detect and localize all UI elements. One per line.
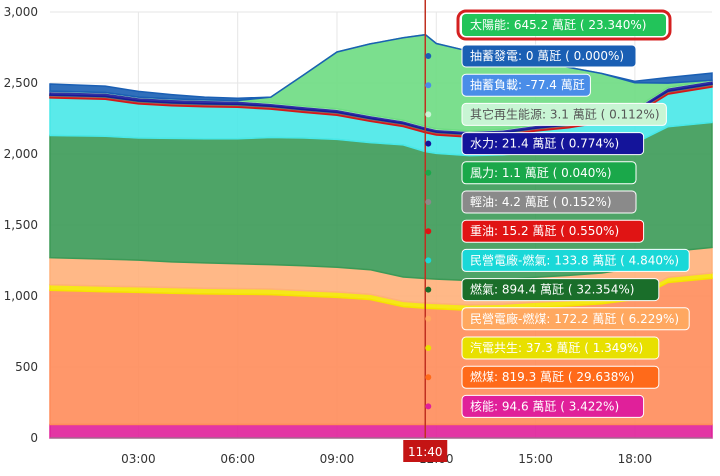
tooltip-marker <box>425 286 432 293</box>
tooltip-item: 民營電廠-燃氣: 133.8 萬瓩 ( 4.840%) <box>425 248 690 272</box>
tooltip-item-label: 太陽能: 645.2 萬瓩 ( 23.340%) <box>470 17 646 32</box>
tooltip-item-label: 抽蓄發電: 0 萬瓩 ( 0.000%) <box>470 48 624 63</box>
tooltip-item-box <box>461 307 690 331</box>
tooltip-item: 燃氣: 894.4 萬瓩 ( 32.354%) <box>425 278 660 302</box>
tooltip-item-box <box>461 102 667 126</box>
tooltip-marker <box>425 315 432 322</box>
tooltip-item: 汽電共生: 37.3 萬瓩 ( 1.349%) <box>425 336 660 360</box>
x-tick-label: 18:00 <box>618 452 653 466</box>
crosshair-label-box <box>403 440 448 462</box>
tooltip-item: 水力: 21.4 萬瓩 ( 0.774%) <box>425 132 645 156</box>
tooltip-marker <box>425 403 432 410</box>
tooltip-marker <box>425 53 432 59</box>
tooltip-item-label: 核能: 94.6 萬瓩 ( 3.422%) <box>470 399 619 413</box>
tooltip-marker <box>425 82 432 89</box>
y-tick-label: 1,500 <box>4 218 38 232</box>
tooltip-item-label: 水力: 21.4 萬瓩 ( 0.774%) <box>470 137 619 151</box>
tooltip-item-box <box>461 161 637 185</box>
y-tick-label: 2,000 <box>4 147 38 161</box>
x-tick-label: 03:00 <box>121 452 156 466</box>
x-tick-label: 15:00 <box>518 452 553 466</box>
x-tick-label: 09:00 <box>320 452 355 466</box>
tooltip-item-label: 輕油: 4.2 萬瓩 ( 0.152%) <box>470 195 612 209</box>
tooltip-item-box <box>461 365 660 389</box>
tooltip-item-box <box>461 219 645 243</box>
y-tick-label: 1,000 <box>4 289 38 303</box>
y-tick-label: 500 <box>15 360 38 374</box>
tooltip-marker <box>425 374 432 381</box>
tooltip-item: 抽蓄負載: -77.4 萬瓩 <box>425 73 591 97</box>
tooltip-item-box <box>461 336 660 360</box>
crosshair: 11:40 <box>403 0 448 462</box>
area-pumped_gen <box>49 33 713 102</box>
tooltip-item: 輕油: 4.2 萬瓩 ( 0.152%) <box>425 190 637 214</box>
tooltip-item-label: 抽蓄負載: -77.4 萬瓩 <box>470 78 585 92</box>
tooltip-item: 其它再生能源: 3.1 萬瓩 ( 0.112%) <box>425 102 667 126</box>
tooltip-item-box <box>461 248 690 272</box>
tooltip-item: 風力: 1.1 萬瓩 ( 0.040%) <box>425 161 637 185</box>
y-tick-label: 2,500 <box>4 76 38 90</box>
crosshair-label: 11:40 <box>408 445 443 459</box>
tooltip-item-box <box>461 73 591 97</box>
axes: 0 500 1,000 1,500 2,000 2,500 3,000 03:00 06:00 0… <box>4 5 712 466</box>
y-tick-label: 3,000 <box>4 5 38 19</box>
tooltip-marker <box>425 169 432 176</box>
tooltip-item-label: 燃氣: 894.4 萬瓩 ( 32.354%) <box>470 282 634 297</box>
tooltip-item-label: 汽電共生: 37.3 萬瓩 ( 1.349%) <box>470 340 643 355</box>
area-nuclear <box>49 423 713 439</box>
tooltip-item-box <box>461 190 637 214</box>
tooltip-item-label: 風力: 1.1 萬瓩 ( 0.040%) <box>470 166 612 180</box>
tooltip-item-label: 燃煤: 819.3 萬瓩 ( 29.638%) <box>470 369 634 384</box>
x-tick-label: 06:00 <box>220 452 255 466</box>
tooltip-marker <box>425 199 432 205</box>
tooltip-marker <box>425 345 432 351</box>
tooltip-item-box <box>461 132 645 156</box>
tooltip-item-label: 民營電廠-燃煤: 172.2 萬瓩 ( 6.229%) <box>470 311 679 326</box>
tooltip-marker <box>425 111 432 118</box>
tooltip: 太陽能: 645.2 萬瓩 ( 23.340%) 抽蓄發電: 0 萬瓩 ( 0.0… <box>425 9 690 418</box>
y-tick-label: 0 <box>30 431 38 445</box>
tooltip-item-box <box>461 44 637 68</box>
tooltip-item: 民營電廠-燃煤: 172.2 萬瓩 ( 6.229%) <box>425 307 690 331</box>
tooltip-item-box <box>461 278 660 302</box>
tooltip-marker <box>425 228 432 235</box>
tooltip-marker <box>425 257 432 264</box>
tooltip-marker <box>425 140 432 147</box>
tooltip-item: 重油: 15.2 萬瓩 ( 0.550%) <box>425 219 645 243</box>
tooltip-item-box <box>462 14 666 36</box>
tooltip-item-label: 其它再生能源: 3.1 萬瓩 ( 0.112%) <box>470 106 660 121</box>
tooltip-item: 核能: 94.6 萬瓩 ( 3.422%) <box>425 394 645 418</box>
tooltip-item: 抽蓄發電: 0 萬瓩 ( 0.000%) <box>425 44 637 68</box>
tooltip-item-label: 重油: 15.2 萬瓩 ( 0.550%) <box>470 224 619 238</box>
tooltip-item-label: 民營電廠-燃氣: 133.8 萬瓩 ( 4.840%) <box>470 252 679 267</box>
tooltip-item-box <box>461 394 645 418</box>
tooltip-item: 燃煤: 819.3 萬瓩 ( 29.638%) <box>425 365 660 389</box>
selected-highlight <box>456 9 672 41</box>
tooltip-selected-item: 太陽能: 645.2 萬瓩 ( 23.340%) <box>456 9 672 41</box>
